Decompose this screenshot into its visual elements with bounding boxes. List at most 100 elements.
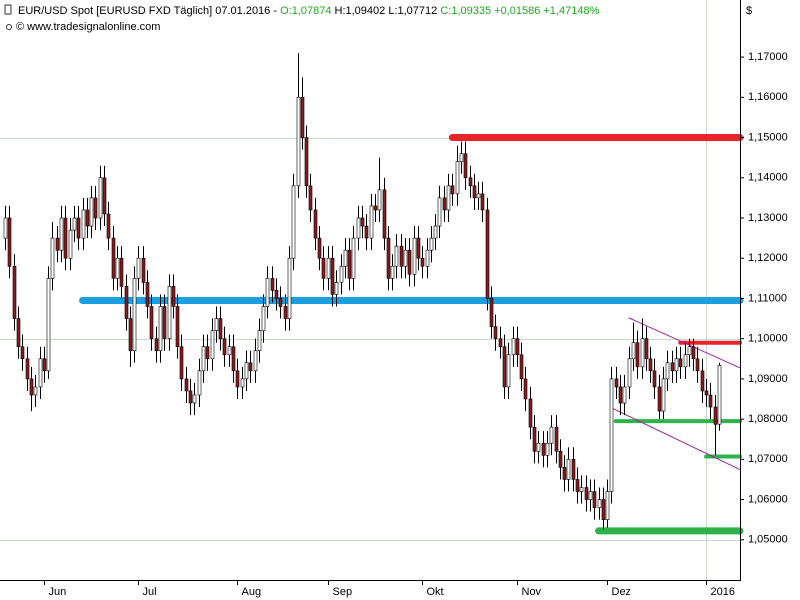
candle-body bbox=[416, 237, 421, 259]
candle-body bbox=[3, 217, 8, 239]
candle-body bbox=[386, 237, 391, 279]
candle-body bbox=[708, 394, 713, 408]
candle-body bbox=[115, 257, 120, 279]
candle-body bbox=[597, 499, 602, 508]
candle-body bbox=[287, 257, 292, 319]
candle-body bbox=[214, 318, 219, 331]
candle-body bbox=[334, 282, 339, 295]
candle-body bbox=[330, 257, 335, 295]
candle-body bbox=[558, 450, 563, 468]
candle-body bbox=[231, 346, 236, 372]
candle-body bbox=[89, 197, 94, 227]
candle-body bbox=[369, 205, 374, 239]
candle-body bbox=[566, 459, 571, 480]
candle-body bbox=[536, 442, 541, 452]
candle-body bbox=[579, 487, 584, 492]
x-tick-label: Jul bbox=[143, 586, 157, 598]
trend-line bbox=[628, 317, 741, 369]
candle-body bbox=[399, 245, 404, 267]
candle-body bbox=[446, 185, 451, 211]
candle-body bbox=[455, 161, 460, 195]
candle-body bbox=[38, 358, 43, 388]
candle-body bbox=[124, 286, 129, 319]
candle-body bbox=[192, 394, 197, 404]
candle-body bbox=[343, 249, 348, 267]
candle-body bbox=[382, 189, 387, 239]
candle-body bbox=[356, 217, 361, 239]
candle-body bbox=[274, 290, 279, 299]
candle-body bbox=[154, 338, 159, 352]
candle-body bbox=[683, 354, 688, 368]
candle-body bbox=[459, 153, 464, 162]
candle-body bbox=[549, 426, 554, 444]
candle-body bbox=[7, 217, 12, 267]
candle-body bbox=[652, 370, 657, 388]
candle-body bbox=[541, 442, 546, 456]
x-tick-label: Dez bbox=[612, 586, 632, 598]
candle-body bbox=[618, 386, 623, 404]
candle-body bbox=[347, 249, 352, 279]
candle-body bbox=[476, 193, 481, 199]
candle-body bbox=[420, 257, 425, 267]
candle-body bbox=[433, 225, 438, 239]
candle-body bbox=[46, 278, 51, 372]
candle-body bbox=[532, 426, 537, 452]
candle-body bbox=[588, 491, 593, 500]
x-tick-label: Jun bbox=[49, 586, 67, 598]
candle-body bbox=[136, 257, 141, 279]
candle-body bbox=[627, 358, 632, 388]
chart-header: EUR/USD Spot [EURUSD FXD Täglich] 07.01.… bbox=[18, 5, 600, 17]
y-tick-label: 1,17000 bbox=[748, 51, 788, 63]
candle-body bbox=[678, 358, 683, 368]
candle-body bbox=[265, 278, 270, 307]
candle-body bbox=[76, 217, 81, 239]
candle-body bbox=[162, 306, 167, 339]
candle-body bbox=[257, 330, 262, 352]
candle-body bbox=[373, 205, 378, 211]
candle-body bbox=[132, 278, 137, 352]
candle-body bbox=[158, 306, 163, 352]
candle-body bbox=[20, 346, 25, 360]
candle-body bbox=[304, 137, 309, 187]
candle-body bbox=[201, 346, 206, 372]
y-tick-label: 1,13000 bbox=[748, 212, 788, 224]
candle-body bbox=[687, 346, 692, 356]
candle-body bbox=[72, 217, 77, 231]
candles bbox=[3, 53, 722, 530]
candle-body bbox=[635, 342, 640, 368]
candle-body bbox=[545, 442, 550, 456]
candle-body bbox=[210, 330, 215, 360]
candle-body bbox=[644, 338, 649, 360]
candle-body bbox=[670, 362, 675, 372]
y-tick-label: 1,09000 bbox=[748, 373, 788, 385]
y-tick-label: 1,08000 bbox=[748, 413, 788, 425]
y-tick-label: 1,06000 bbox=[748, 493, 788, 505]
candle-body bbox=[68, 229, 73, 259]
candle-body bbox=[248, 362, 253, 372]
candle-body bbox=[717, 365, 722, 425]
candle-body bbox=[63, 217, 68, 259]
y-tick-label: 1,11000 bbox=[748, 292, 787, 304]
candle-body bbox=[50, 237, 55, 279]
x-tick-label: Aug bbox=[242, 586, 262, 598]
candle-body bbox=[450, 185, 455, 195]
candle-body bbox=[489, 298, 494, 327]
candle-body bbox=[437, 197, 442, 227]
candle-body bbox=[253, 350, 258, 372]
candle-body bbox=[42, 358, 47, 372]
candle-body bbox=[394, 245, 399, 267]
candle-body bbox=[300, 97, 305, 138]
candle-body bbox=[283, 306, 288, 319]
candle-body bbox=[351, 237, 356, 279]
candle-body bbox=[605, 491, 610, 520]
candle-body bbox=[691, 346, 696, 360]
header-high-low: H:1,09402 L:1,07712 bbox=[331, 5, 437, 17]
candle-body bbox=[278, 298, 283, 307]
candle-body bbox=[149, 306, 154, 339]
candle-body bbox=[485, 209, 490, 299]
candle-body bbox=[261, 306, 266, 331]
candle-body bbox=[145, 282, 150, 307]
candle-body bbox=[640, 338, 645, 368]
candle-body bbox=[179, 346, 184, 380]
